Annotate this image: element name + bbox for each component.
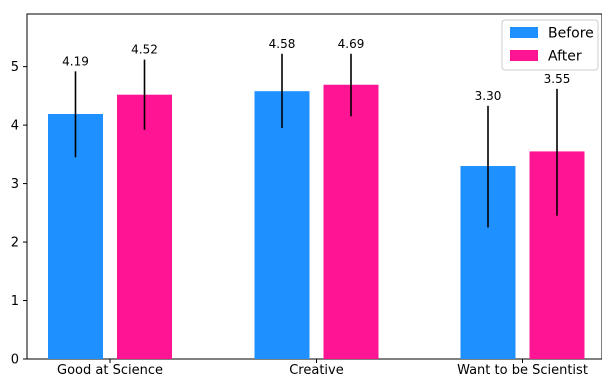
legend-label-after: After xyxy=(548,49,582,65)
y-tick-label: 3 xyxy=(11,177,19,192)
y-tick-label: 2 xyxy=(11,236,19,251)
legend: Before After xyxy=(501,19,599,71)
x-category-label: Want to be Scientist xyxy=(457,363,588,375)
y-tick-label: 4 xyxy=(11,119,19,134)
y-axis: 0 1 2 3 4 5 xyxy=(11,60,27,368)
data-label: 3.55 xyxy=(544,72,571,86)
x-axis: Good at Science Creative Want to be Scient… xyxy=(57,359,588,375)
bars xyxy=(48,84,585,360)
bar-before-1 xyxy=(254,91,310,360)
bar-after-0 xyxy=(117,94,172,359)
error-bars xyxy=(74,53,558,228)
data-label: 3.30 xyxy=(475,89,502,103)
y-tick-label: 0 xyxy=(11,353,19,368)
legend-swatch-after xyxy=(510,50,538,61)
x-category-label: Good at Science xyxy=(57,363,163,375)
x-category-label: Creative xyxy=(289,363,344,375)
legend-swatch-before xyxy=(510,27,538,38)
legend-label-before: Before xyxy=(548,26,594,42)
data-label: 4.19 xyxy=(62,54,89,68)
bar-after-1 xyxy=(323,84,379,359)
data-label: 4.52 xyxy=(131,43,158,57)
plot-frame xyxy=(26,13,602,360)
data-label: 4.69 xyxy=(338,37,365,51)
data-labels: 4.19 4.52 4.58 4.69 3.30 3.55 xyxy=(62,37,570,103)
y-tick-label: 5 xyxy=(11,60,19,75)
data-label: 4.58 xyxy=(269,37,296,51)
y-tick-label: 1 xyxy=(11,294,19,309)
